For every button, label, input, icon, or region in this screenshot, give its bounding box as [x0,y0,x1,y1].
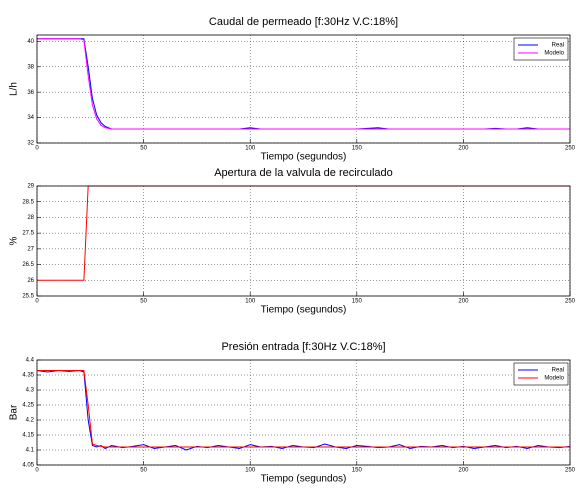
data-line [36,369,571,451]
y-tick-label: 29 [27,184,34,190]
y-tick-label: 28 [27,215,34,221]
y-tick-label: 4.3 [26,388,35,394]
axes-frame [36,185,571,297]
axes-frame [36,34,571,144]
x-tick-label: 0 [35,468,39,474]
legend-label: Modelo [544,376,564,382]
legend-label: Real [552,368,564,374]
y-tick-label: 4.1 [26,448,35,454]
y-tick-label: 4.05 [22,463,34,469]
x-axis-label: Tiempo (segundos) [261,152,347,163]
legend-box [513,362,569,386]
y-tick-label: 27.5 [22,231,34,237]
x-tick-label: 250 [565,468,576,474]
y-tick-label: 40 [27,39,34,45]
chart-title: Presión entrada [f:30Hz V.C:18%] [221,341,385,353]
x-tick-label: 250 [565,146,576,152]
x-axis-label: Tiempo (segundos) [261,305,347,316]
x-axis-label: Tiempo (segundos) [261,474,347,485]
x-tick-label: 50 [140,146,147,152]
x-tick-label: 50 [140,299,147,305]
x-tick-label: 200 [458,468,469,474]
y-tick-label: 28.5 [22,199,34,205]
chart-title: Caudal de permeado [f:30Hz V.C:18%] [209,16,398,28]
legend-label: Real [552,43,564,49]
y-tick-label: 36 [27,90,34,96]
x-tick-label: 150 [352,299,363,305]
y-axis-label: Bar [9,404,20,420]
x-tick-label: 150 [352,146,363,152]
x-tick-label: 200 [458,146,469,152]
x-tick-label: 150 [352,468,363,474]
x-tick-label: 100 [245,146,256,152]
y-tick-label: 25.5 [22,294,34,300]
y-tick-label: 26 [27,278,34,284]
plot-area [37,35,570,143]
x-tick-label: 100 [245,468,256,474]
plot-area [37,186,570,296]
y-tick-label: 4.25 [22,403,34,409]
plot-area [37,360,570,465]
x-tick-label: 50 [140,468,147,474]
x-tick-label: 250 [565,299,576,305]
data-line [37,38,570,130]
x-tick-label: 100 [245,299,256,305]
y-tick-label: 4.15 [22,433,34,439]
y-tick-label: 4.2 [26,418,35,424]
y-tick-label: 26.5 [22,262,34,268]
x-tick-label: 0 [35,299,39,305]
y-tick-label: 34 [27,115,34,121]
chart-title: Apertura de la valvula de recirculado [214,167,393,179]
y-tick-label: 4.35 [22,373,34,379]
data-line [37,370,570,448]
y-tick-label: 4.4 [26,358,35,364]
y-axis-label: % [9,236,20,245]
y-axis-label: L/h [9,82,20,96]
axes-frame [36,359,571,466]
x-tick-label: 200 [458,299,469,305]
legend-box [513,37,569,61]
y-tick-label: 38 [27,64,34,70]
y-tick-label: 32 [27,141,34,147]
legend-label: Modelo [544,51,564,57]
y-tick-label: 27 [27,246,34,252]
x-tick-label: 0 [35,146,39,152]
